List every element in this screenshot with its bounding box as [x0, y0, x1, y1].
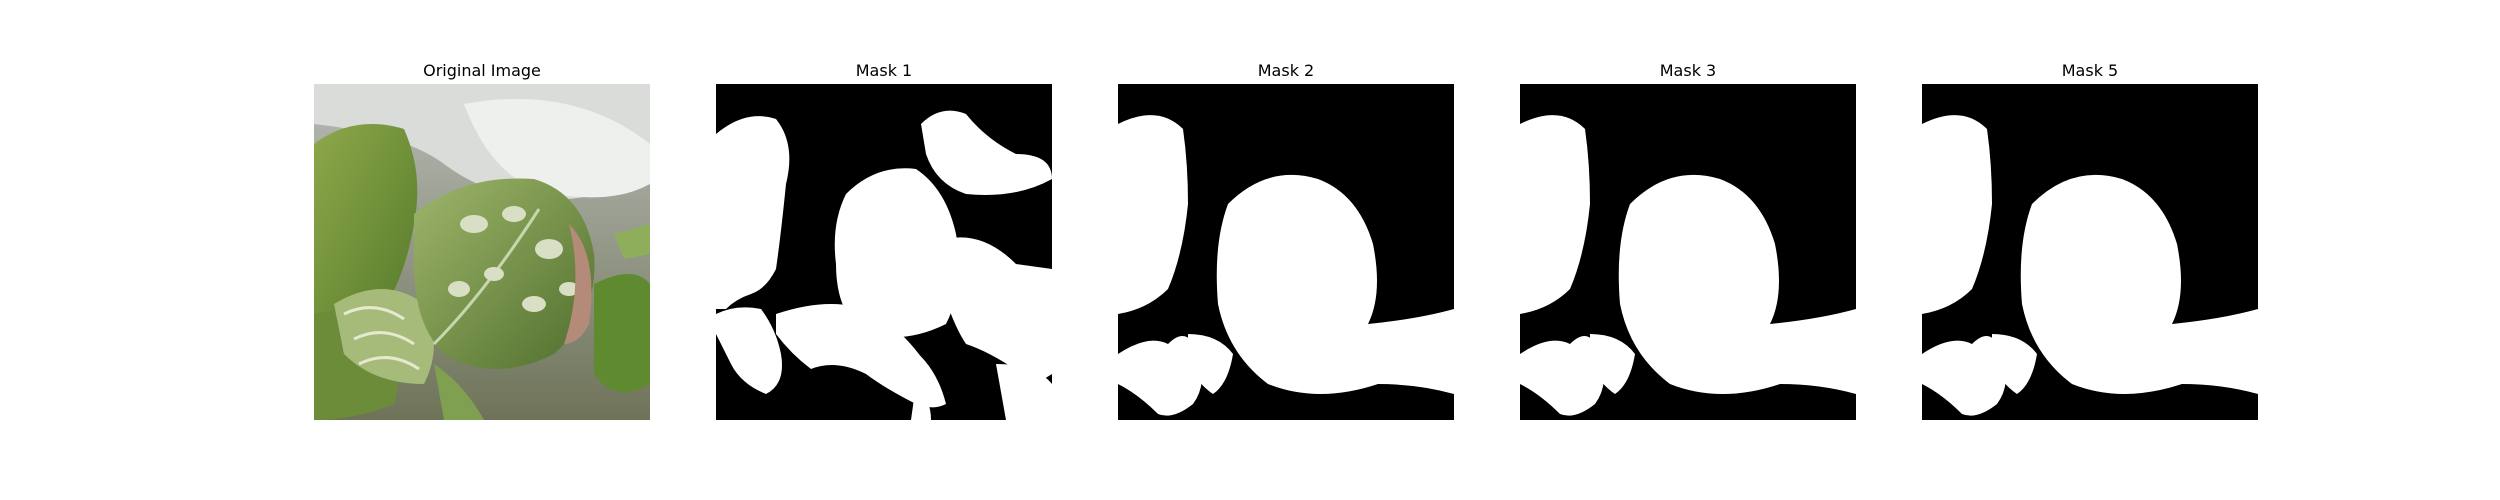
mask-5-image	[1922, 84, 2258, 420]
panel-mask-3: Mask 3	[1520, 58, 1856, 420]
panel-original-image: Original Image	[314, 58, 650, 420]
mask-2-image	[1118, 84, 1454, 420]
panel-title: Mask 3	[1659, 61, 1717, 80]
mask-3-image	[1520, 84, 1856, 420]
panel-mask-2: Mask 2	[1118, 58, 1454, 420]
panel-title: Mask 1	[855, 61, 913, 80]
panel-title: Mask 5	[2061, 61, 2119, 80]
panel-mask-1: Mask 1	[716, 58, 1052, 420]
panel-title: Mask 2	[1257, 61, 1315, 80]
original-plant-photo	[314, 84, 650, 420]
panel-title: Original Image	[423, 61, 541, 80]
panel-mask-5: Mask 5	[1922, 58, 2258, 420]
mask-1-image	[716, 84, 1052, 420]
